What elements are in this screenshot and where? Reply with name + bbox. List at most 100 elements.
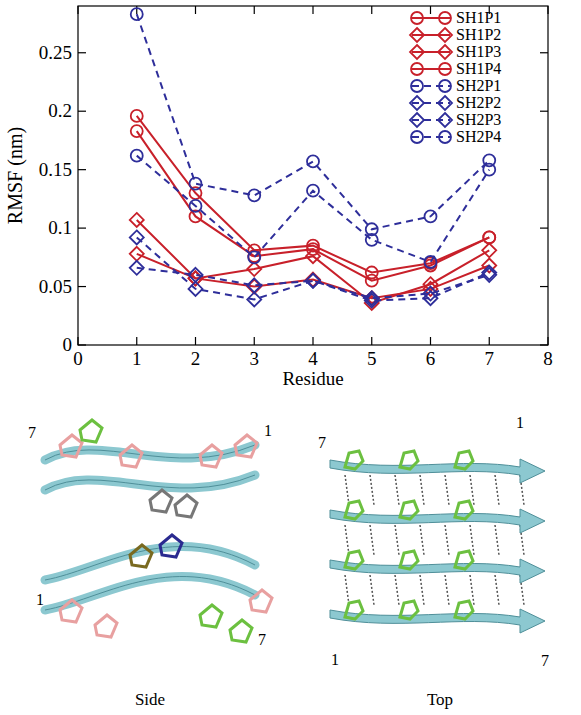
top-view: 1717Top (318, 414, 549, 709)
legend-line (412, 34, 450, 36)
y-tick (78, 169, 86, 170)
side-chain (455, 501, 473, 519)
h-bond (470, 575, 474, 605)
h-bond (445, 525, 449, 555)
legend-label: SH2P3 (456, 111, 501, 128)
x-tick (371, 6, 372, 14)
side-chain (80, 420, 102, 442)
legend-marker (411, 12, 423, 24)
point (307, 155, 319, 167)
h-bond (370, 525, 374, 555)
point (130, 261, 144, 275)
legend-marker (439, 80, 451, 92)
point (366, 267, 378, 279)
x-tick-label: 0 (73, 348, 83, 369)
legend: SH1P1SH1P2SH1P3SH1P4SH2P1SH2P2SH2P3SH2P4 (410, 9, 501, 145)
point (306, 274, 320, 288)
h-bond (495, 475, 499, 505)
x-tick-label: 2 (191, 348, 201, 369)
point (131, 125, 143, 137)
point (483, 164, 495, 176)
legend-marker (410, 45, 424, 59)
h-bond (445, 575, 449, 605)
legend-marker (411, 80, 423, 92)
x-tick (77, 6, 78, 14)
legend-marker (411, 63, 423, 75)
point (248, 251, 260, 263)
h-bond (345, 525, 349, 555)
h-bond (470, 475, 474, 505)
legend-label: SH1P4 (456, 60, 501, 77)
residue-label: 7 (318, 434, 326, 451)
side-chain (95, 615, 117, 637)
series-line (137, 131, 490, 281)
point (248, 189, 260, 201)
legend-label: SH2P4 (456, 128, 501, 145)
legend-marker (411, 131, 423, 143)
x-tick-label: 1 (132, 348, 142, 369)
x-tick-label: 7 (485, 348, 495, 369)
side-chain (345, 501, 363, 519)
x-tick (489, 337, 490, 345)
x-tick (136, 6, 137, 14)
caption: Top (427, 690, 453, 709)
point (365, 291, 379, 305)
h-bond (495, 575, 499, 605)
legend-marker (410, 28, 424, 42)
y-tick (540, 111, 548, 112)
y-tick (540, 344, 548, 345)
side-chain (200, 605, 222, 627)
h-bond (445, 475, 449, 505)
y-tick (78, 111, 86, 112)
legend-label: SH2P1 (456, 77, 501, 94)
x-axis-title: Residue (282, 368, 343, 389)
figure: 01234567800.050.10.150.20.25ResidueRMSF … (0, 0, 581, 715)
residue-label: 1 (516, 414, 524, 431)
point (130, 213, 144, 227)
x-tick (195, 337, 196, 345)
legend-label: SH2P2 (456, 94, 501, 111)
side-chain (235, 435, 257, 457)
x-tick (547, 337, 548, 345)
legend-line (412, 51, 450, 53)
residue-label: 7 (541, 652, 549, 669)
side-chain (400, 501, 418, 519)
y-tick (540, 228, 548, 229)
point (424, 287, 438, 301)
x-tick (430, 337, 431, 345)
point (130, 230, 144, 244)
legend-line (412, 119, 450, 121)
point (190, 178, 202, 190)
y-tick-label: 0.15 (39, 159, 72, 180)
legend-marker (438, 28, 452, 42)
x-tick (430, 6, 431, 14)
x-tick (254, 6, 255, 14)
side-chain (160, 535, 182, 557)
legend-marker (438, 96, 452, 110)
y-tick-label: 0 (63, 334, 73, 355)
series-line (137, 220, 490, 303)
side-chain (250, 590, 272, 612)
residue-label: 1 (264, 422, 272, 439)
legend-marker (439, 63, 451, 75)
point (366, 234, 378, 246)
point (482, 268, 496, 282)
h-bond (395, 525, 399, 555)
h-bond (420, 475, 424, 505)
point (425, 256, 437, 268)
y-tick-label: 0.2 (48, 100, 72, 121)
point (130, 247, 144, 261)
y-tick (78, 344, 86, 345)
h-bond (370, 575, 374, 605)
point (482, 243, 496, 257)
x-tick-label: 4 (308, 348, 318, 369)
legend-line (412, 102, 450, 104)
side-view: 7117Side (28, 420, 272, 709)
side-chain (60, 435, 82, 457)
side-chain (120, 445, 142, 467)
side-chain (345, 451, 363, 469)
h-bond (495, 525, 499, 555)
side-chain (455, 451, 473, 469)
h-bond (395, 575, 399, 605)
h-bond (345, 475, 349, 505)
